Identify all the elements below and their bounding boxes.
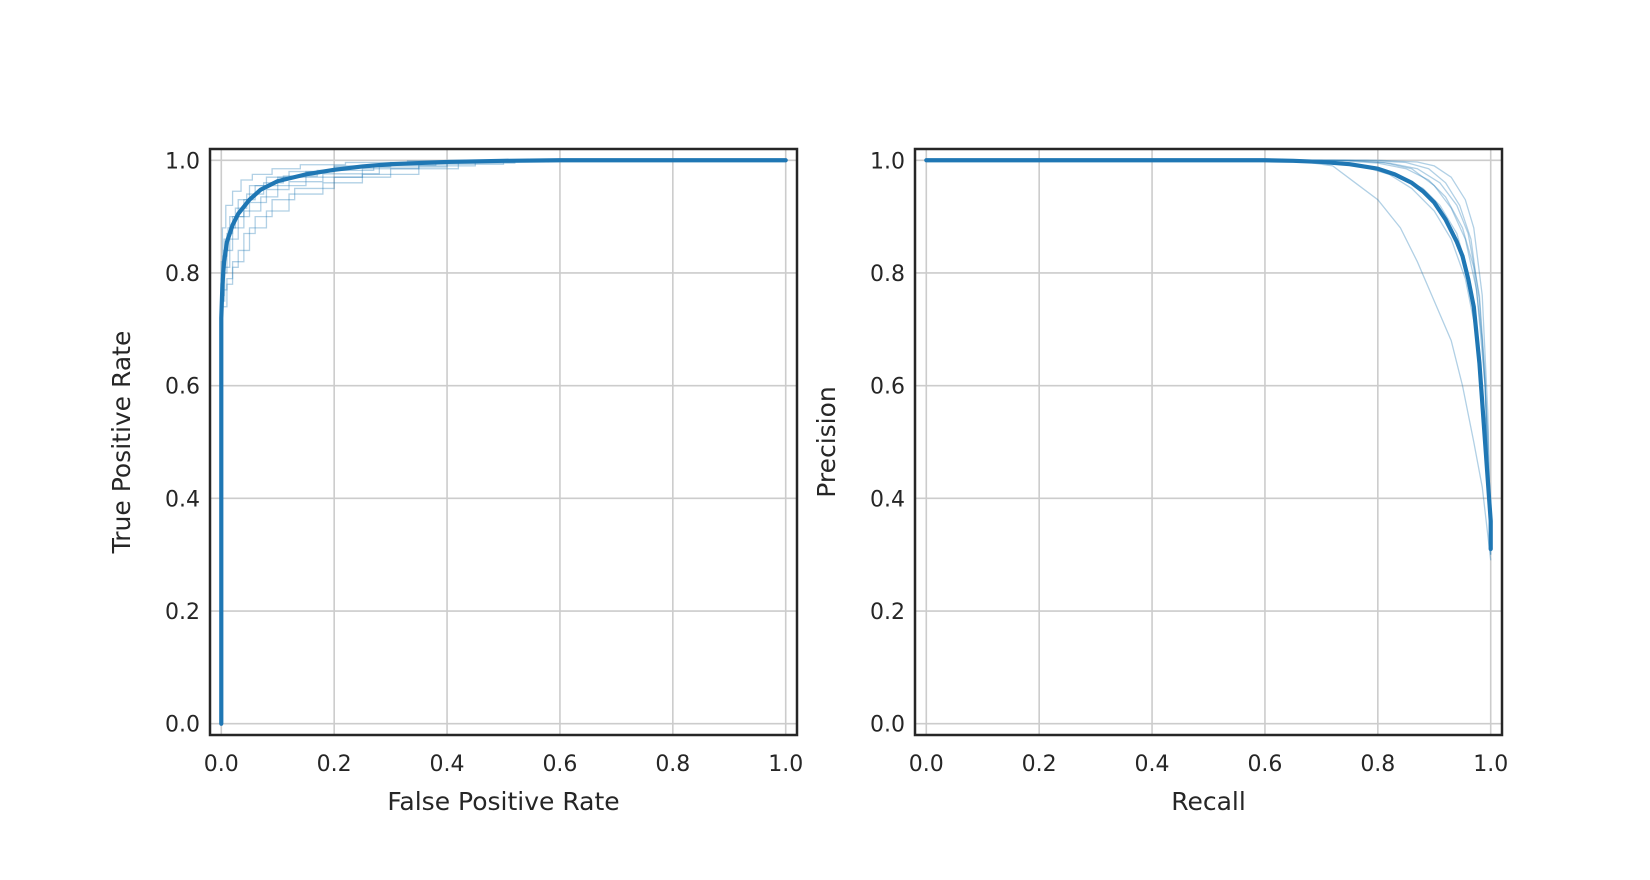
roc-mean-curve-group bbox=[219, 158, 788, 726]
pr-x-tick-label: 0.0 bbox=[909, 752, 944, 777]
roc-chart: 0.0 0.2 0.4 0.6 0.8 1.0 0.0 0.2 0.4 0.6 0.8 1.0 Fa… bbox=[107, 147, 803, 816]
pr-y-tick-label: 0.0 bbox=[870, 713, 905, 738]
pr-gridlines bbox=[915, 149, 1502, 735]
roc-fold-curve bbox=[220, 160, 448, 724]
pr-x-tick-label: 0.4 bbox=[1135, 752, 1170, 777]
roc-x-tick-label: 0.4 bbox=[430, 752, 465, 777]
roc-fold-curve bbox=[220, 160, 505, 724]
roc-x-tick-label: 0.2 bbox=[317, 752, 352, 777]
pr-x-tick-label: 1.0 bbox=[1473, 752, 1508, 777]
pr-x-tick-label: 0.8 bbox=[1360, 752, 1395, 777]
roc-y-tick-label: 0.8 bbox=[165, 262, 200, 287]
pr-y-tick-label: 0.6 bbox=[870, 375, 905, 400]
roc-y-tick-label: 0.0 bbox=[165, 713, 200, 738]
roc-x-tick-label: 0.6 bbox=[542, 752, 577, 777]
pr-fold-curve bbox=[926, 159, 1492, 555]
pr-y-axis-label: Precision bbox=[812, 386, 841, 498]
pr-mean-curve-group bbox=[924, 158, 1493, 552]
roc-fold-curve bbox=[220, 160, 476, 724]
pr-fold-curve bbox=[926, 159, 1492, 538]
pr-y-tick-label: 1.0 bbox=[870, 149, 905, 174]
pr-y-tick-labels: 0.0 0.2 0.4 0.6 0.8 1.0 bbox=[870, 149, 905, 737]
pr-x-tick-label: 0.2 bbox=[1022, 752, 1057, 777]
pr-fold-curve bbox=[926, 159, 1492, 538]
pr-x-tick-labels: 0.0 0.2 0.4 0.6 0.8 1.0 bbox=[909, 752, 1508, 777]
roc-x-tick-label: 0.8 bbox=[655, 752, 690, 777]
roc-fold-curve bbox=[220, 160, 476, 724]
roc-y-tick-label: 1.0 bbox=[165, 149, 200, 174]
roc-y-tick-label: 0.4 bbox=[165, 487, 200, 512]
pr-fold-curves bbox=[926, 159, 1492, 561]
pr-y-tick-label: 0.8 bbox=[870, 262, 905, 287]
pr-fold-curve bbox=[926, 159, 1492, 550]
roc-y-tick-labels: 0.0 0.2 0.4 0.6 0.8 1.0 bbox=[165, 149, 200, 737]
pr-x-axis-label: Recall bbox=[1171, 787, 1246, 816]
pr-x-tick-label: 0.6 bbox=[1247, 752, 1282, 777]
roc-x-tick-label: 1.0 bbox=[768, 752, 803, 777]
roc-y-tick-label: 0.6 bbox=[165, 375, 200, 400]
roc-gridlines bbox=[210, 149, 797, 735]
roc-mean-curve bbox=[219, 158, 788, 726]
pr-mean-curve bbox=[924, 158, 1493, 552]
pr-fold-curve bbox=[926, 159, 1492, 561]
pr-y-tick-label: 0.4 bbox=[870, 487, 905, 512]
roc-fold-curve bbox=[220, 160, 505, 724]
roc-fold-curve bbox=[220, 160, 459, 724]
roc-plot-frame bbox=[208, 147, 799, 737]
roc-x-axis-label: False Positive Rate bbox=[387, 787, 619, 816]
pr-fold-curve bbox=[926, 159, 1492, 544]
roc-y-tick-label: 0.2 bbox=[165, 600, 200, 625]
pr-fold-curve bbox=[926, 159, 1492, 555]
roc-x-tick-label: 0.0 bbox=[204, 752, 239, 777]
pr-y-tick-label: 0.2 bbox=[870, 600, 905, 625]
pr-plot-frame bbox=[913, 147, 1504, 737]
roc-y-axis-label: True Positive Rate bbox=[107, 331, 136, 555]
pr-fold-curve bbox=[926, 159, 1492, 533]
roc-fold-curve bbox=[220, 160, 516, 724]
precision-recall-chart: 0.0 0.2 0.4 0.6 0.8 1.0 0.0 0.2 0.4 0.6 0.8 1.0 Re… bbox=[812, 147, 1508, 816]
roc-fold-curves bbox=[220, 160, 516, 724]
roc-x-tick-labels: 0.0 0.2 0.4 0.6 0.8 1.0 bbox=[204, 752, 803, 777]
roc-fold-curve bbox=[220, 160, 493, 724]
